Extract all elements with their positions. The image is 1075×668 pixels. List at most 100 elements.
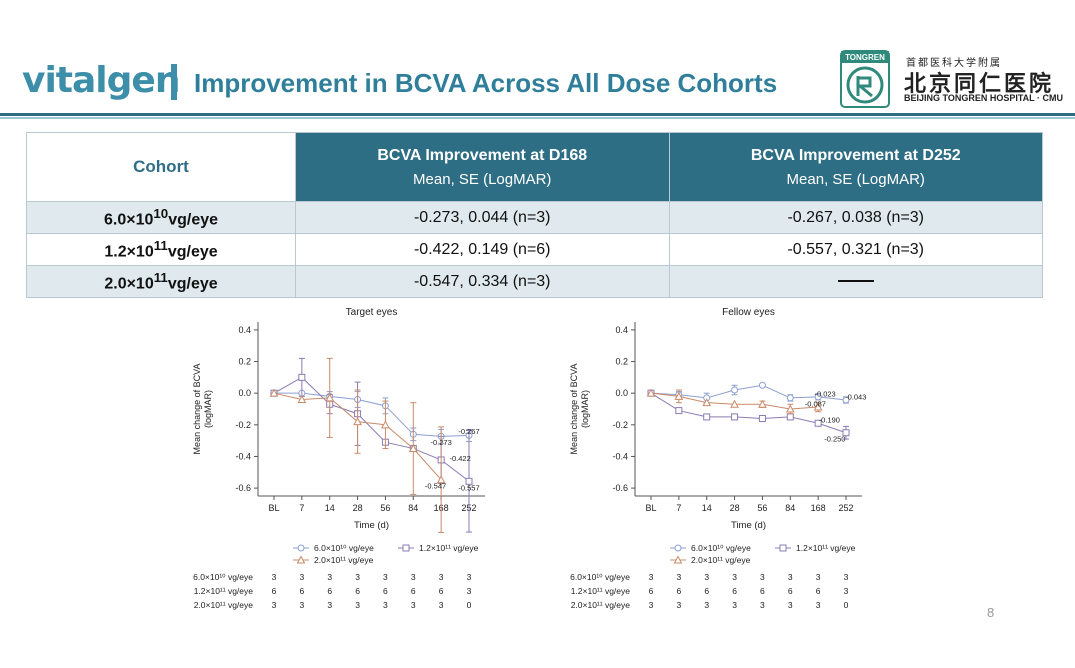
data-label: -0.250 xyxy=(824,434,845,443)
n-table-count: 0 xyxy=(467,600,472,610)
data-point-circle xyxy=(731,386,739,394)
data-point-circle xyxy=(674,544,682,552)
n-table-count: 3 xyxy=(355,600,360,610)
x-tick-label: 168 xyxy=(811,503,826,513)
vitalgen-logo: vitalgen xyxy=(22,60,180,101)
x-tick-label: 252 xyxy=(838,503,853,513)
n-table-count: 3 xyxy=(676,600,681,610)
data-point-square xyxy=(779,544,787,552)
n-table-count: 3 xyxy=(411,572,416,582)
data-point-square xyxy=(298,373,306,381)
table-header-d252: BCVA Improvement at D252 Mean, SE (LogMA… xyxy=(668,132,1043,202)
d168-cell: -0.273, 0.044 (n=3) xyxy=(295,201,670,234)
x-axis-label: Time (d) xyxy=(731,520,766,531)
legend-label: 2.0×10¹¹ vg/eye xyxy=(691,555,751,565)
n-table-count: 3 xyxy=(467,572,472,582)
d168-title: BCVA Improvement at D168 xyxy=(377,146,588,164)
chart-fellow-eyes: Fellow eyes 0.4 0.2 0.0 -0.2 -0.4 -0.6 BL 7 14 28 5… xyxy=(547,300,877,620)
no-data-dash xyxy=(837,280,874,283)
slide-title: Improvement in BCVA Across All Dose Coho… xyxy=(194,68,778,98)
table-row: 1.2×1011vg/eye -0.422, 0.149 (n=6) -0.55… xyxy=(26,233,1043,266)
x-tick-label: BL xyxy=(268,503,279,513)
chart-fellow-eyes-svg: Fellow eyes 0.4 0.2 0.0 -0.2 -0.4 -0.6 BL 7 14 28 5… xyxy=(569,307,866,610)
x-tick-label: 56 xyxy=(380,503,390,513)
n-table-count: 6 xyxy=(383,586,388,596)
chart-target-eyes-svg: Target eyes 0.4 0.2 0.0 -0.2 -0.4 -0.6 BL 7 14 28 5… xyxy=(192,307,485,610)
n-table-count: 3 xyxy=(788,572,793,582)
n-table-count: 0 xyxy=(844,600,849,610)
data-point-triangle xyxy=(296,555,306,564)
data-point-square xyxy=(758,414,766,422)
cohort-cell: 2.0×1011vg/eye xyxy=(26,265,296,298)
series-line xyxy=(650,392,847,434)
legend-label: 2.0×10¹¹ vg/eye xyxy=(314,555,374,565)
n-table-count: 3 xyxy=(272,600,277,610)
data-point-triangle xyxy=(436,475,446,484)
y-tick-label: -0.6 xyxy=(235,483,251,493)
x-tick-label: 14 xyxy=(702,503,712,513)
slide-header: vitalgen Improvement in BCVA Across All … xyxy=(0,0,1075,119)
data-point-triangle xyxy=(785,404,795,413)
n-table-count: 3 xyxy=(355,572,360,582)
y-axis-label-line: Mean change of BCVA xyxy=(192,364,202,455)
x-tick-label: 84 xyxy=(408,503,418,513)
n-table-count: 3 xyxy=(788,600,793,610)
data-point-square xyxy=(842,429,850,437)
y-tick-label: -0.4 xyxy=(612,451,628,461)
n-table-count: 3 xyxy=(704,572,709,582)
n-table-count: 3 xyxy=(439,600,444,610)
n-table-count: 6 xyxy=(816,586,821,596)
n-table-count: 3 xyxy=(383,600,388,610)
n-table-count: 3 xyxy=(816,600,821,610)
data-point-circle xyxy=(297,544,305,552)
n-table-count: 3 xyxy=(383,572,388,582)
n-table-count: 3 xyxy=(649,600,654,610)
table-row: 2.0×1011vg/eye -0.547, 0.334 (n=3) xyxy=(26,265,1043,298)
data-label: -0.043 xyxy=(845,392,866,401)
y-tick-label: 0.0 xyxy=(238,388,251,398)
n-table-count: 3 xyxy=(649,572,654,582)
n-table-count: 3 xyxy=(732,572,737,582)
data-point-square xyxy=(465,477,473,485)
n-table-count: 6 xyxy=(788,586,793,596)
y-tick-label: 0.0 xyxy=(615,388,628,398)
data-label: -0.190 xyxy=(819,415,840,424)
data-point-triangle xyxy=(325,393,335,402)
data-point-square xyxy=(731,413,739,421)
data-label: -0.422 xyxy=(450,454,471,463)
data-label: -0.547 xyxy=(425,482,446,491)
page-number: 8 xyxy=(987,605,995,620)
y-axis-label-line: (logMAR) xyxy=(203,390,213,428)
n-table-count: 3 xyxy=(299,572,304,582)
x-tick-label: 14 xyxy=(325,503,335,513)
partner-name-cn: 北京同仁医院 xyxy=(904,71,1055,96)
y-axis-label-line: (logMAR) xyxy=(580,390,590,428)
n-table-count: 3 xyxy=(844,572,849,582)
n-table-count: 3 xyxy=(299,600,304,610)
x-tick-label: 84 xyxy=(785,503,795,513)
seal-label: TONGREN xyxy=(845,53,885,62)
series-line xyxy=(650,384,847,401)
n-table-row-label: 6.0×10¹⁰ vg/eye xyxy=(193,572,253,582)
d168-cell: -0.422, 0.149 (n=6) xyxy=(295,233,670,266)
d252-cell-empty xyxy=(668,265,1043,298)
y-tick-label: 0.4 xyxy=(238,325,251,335)
y-tick-label: -0.2 xyxy=(235,420,251,430)
series-line xyxy=(274,392,470,437)
data-point-square xyxy=(814,419,822,427)
y-axis-label: Mean change of BCVA(logMAR) xyxy=(569,364,590,455)
data-point-triangle xyxy=(646,388,656,397)
data-point-triangle xyxy=(730,399,739,408)
n-table-count: 6 xyxy=(732,586,737,596)
n-table-count: 6 xyxy=(676,586,681,596)
n-table-count: 3 xyxy=(704,600,709,610)
y-tick-label: -0.2 xyxy=(612,420,628,430)
data-label: -0.267 xyxy=(458,427,479,436)
x-tick-label: 56 xyxy=(757,503,767,513)
y-tick-label: -0.4 xyxy=(235,451,251,461)
data-label: -0.557 xyxy=(458,483,479,492)
chart-title: Fellow eyes xyxy=(722,307,775,318)
data-point-triangle xyxy=(674,391,684,400)
data-point-triangle xyxy=(353,417,362,426)
data-point-square xyxy=(703,413,711,421)
